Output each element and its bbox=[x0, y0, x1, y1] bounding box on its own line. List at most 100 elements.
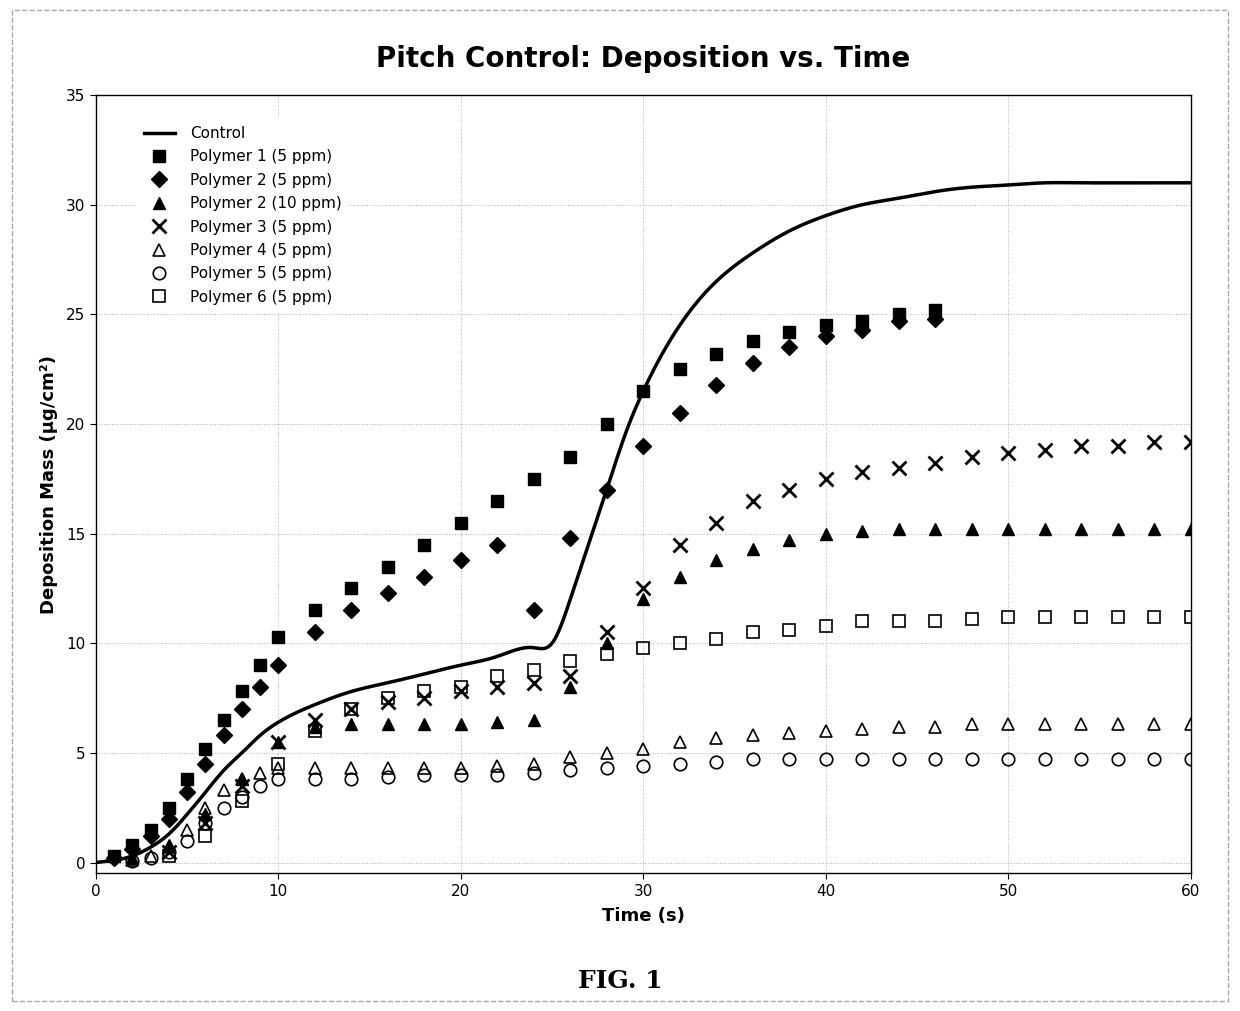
Polymer 5 (5 ppm) bbox=[818, 753, 833, 765]
Polymer 3 (5 ppm) bbox=[234, 779, 249, 792]
Polymer 2 (10 ppm) bbox=[563, 681, 578, 694]
Polymer 5 (5 ppm) bbox=[216, 802, 231, 814]
Polymer 1 (5 ppm) bbox=[143, 824, 157, 836]
Polymer 6 (5 ppm) bbox=[781, 624, 796, 636]
Polymer 4 (5 ppm) bbox=[563, 751, 578, 763]
Polymer 3 (5 ppm) bbox=[709, 517, 724, 529]
Polymer 3 (5 ppm) bbox=[636, 582, 651, 594]
Polymer 4 (5 ppm) bbox=[1037, 719, 1052, 731]
Polymer 5 (5 ppm) bbox=[1001, 753, 1016, 765]
Polymer 5 (5 ppm) bbox=[563, 764, 578, 776]
Polymer 2 (10 ppm) bbox=[161, 839, 176, 851]
Polymer 5 (5 ppm) bbox=[143, 852, 157, 864]
Polymer 6 (5 ppm) bbox=[1110, 611, 1125, 623]
Polymer 4 (5 ppm) bbox=[270, 762, 285, 774]
Polymer 2 (5 ppm) bbox=[253, 681, 268, 694]
Polymer 6 (5 ppm) bbox=[709, 633, 724, 645]
Polymer 6 (5 ppm) bbox=[454, 681, 469, 694]
Polymer 2 (10 ppm) bbox=[1183, 523, 1198, 535]
Polymer 4 (5 ppm) bbox=[965, 719, 980, 731]
Polymer 2 (10 ppm) bbox=[234, 773, 249, 786]
Polymer 3 (5 ppm) bbox=[417, 692, 432, 704]
Polymer 6 (5 ppm) bbox=[563, 655, 578, 667]
Control bbox=[681, 307, 696, 319]
Polymer 1 (5 ppm) bbox=[417, 539, 432, 551]
Polymer 2 (5 ppm) bbox=[526, 605, 541, 617]
Control bbox=[609, 456, 624, 468]
Line: Polymer 2 (10 ppm): Polymer 2 (10 ppm) bbox=[126, 524, 1197, 863]
Polymer 4 (5 ppm) bbox=[1110, 719, 1125, 731]
Control bbox=[615, 436, 630, 448]
Polymer 2 (10 ppm) bbox=[270, 736, 285, 748]
Polymer 2 (5 ppm) bbox=[745, 357, 760, 369]
Polymer 4 (5 ppm) bbox=[216, 785, 231, 797]
Polymer 4 (5 ppm) bbox=[1147, 719, 1162, 731]
Polymer 3 (5 ppm) bbox=[818, 473, 833, 485]
Control bbox=[1159, 177, 1174, 189]
Polymer 1 (5 ppm) bbox=[745, 335, 760, 347]
Polymer 2 (5 ppm) bbox=[563, 532, 578, 544]
Polymer 2 (10 ppm) bbox=[892, 523, 906, 535]
Polymer 6 (5 ppm) bbox=[854, 616, 869, 628]
Polymer 3 (5 ppm) bbox=[1147, 436, 1162, 448]
Polymer 3 (5 ppm) bbox=[1037, 444, 1052, 456]
Polymer 2 (10 ppm) bbox=[454, 719, 469, 731]
Polymer 5 (5 ppm) bbox=[854, 753, 869, 765]
Polymer 5 (5 ppm) bbox=[965, 753, 980, 765]
Polymer 2 (5 ppm) bbox=[417, 571, 432, 583]
Polymer 3 (5 ppm) bbox=[965, 451, 980, 463]
Polymer 6 (5 ppm) bbox=[892, 616, 906, 628]
Line: Polymer 4 (5 ppm): Polymer 4 (5 ppm) bbox=[126, 718, 1197, 866]
Polymer 6 (5 ppm) bbox=[818, 620, 833, 632]
Polymer 1 (5 ppm) bbox=[526, 473, 541, 485]
Polymer 1 (5 ppm) bbox=[125, 839, 140, 851]
Polymer 1 (5 ppm) bbox=[161, 802, 176, 814]
Polymer 6 (5 ppm) bbox=[234, 795, 249, 807]
Polymer 6 (5 ppm) bbox=[381, 692, 396, 704]
Polymer 3 (5 ppm) bbox=[343, 703, 358, 715]
Polymer 2 (10 ppm) bbox=[818, 528, 833, 540]
Polymer 2 (5 ppm) bbox=[125, 843, 140, 855]
Polymer 3 (5 ppm) bbox=[781, 483, 796, 495]
Polymer 5 (5 ppm) bbox=[234, 791, 249, 803]
Polymer 2 (10 ppm) bbox=[417, 719, 432, 731]
Line: Polymer 6 (5 ppm): Polymer 6 (5 ppm) bbox=[162, 611, 1197, 862]
Polymer 4 (5 ppm) bbox=[417, 762, 432, 774]
Polymer 2 (5 ppm) bbox=[672, 407, 687, 420]
Polymer 5 (5 ppm) bbox=[928, 753, 942, 765]
Polymer 5 (5 ppm) bbox=[526, 766, 541, 778]
Polymer 3 (5 ppm) bbox=[854, 466, 869, 478]
Polymer 5 (5 ppm) bbox=[745, 753, 760, 765]
Polymer 3 (5 ppm) bbox=[161, 845, 176, 857]
Polymer 2 (5 ppm) bbox=[381, 586, 396, 599]
Polymer 1 (5 ppm) bbox=[343, 582, 358, 594]
Polymer 4 (5 ppm) bbox=[490, 760, 505, 772]
Polymer 2 (10 ppm) bbox=[490, 716, 505, 728]
Polymer 3 (5 ppm) bbox=[1074, 440, 1089, 452]
Polymer 6 (5 ppm) bbox=[965, 613, 980, 625]
Polymer 6 (5 ppm) bbox=[1037, 611, 1052, 623]
Polymer 5 (5 ppm) bbox=[1147, 753, 1162, 765]
Polymer 6 (5 ppm) bbox=[928, 616, 942, 628]
Polymer 4 (5 ppm) bbox=[234, 773, 249, 786]
Polymer 5 (5 ppm) bbox=[381, 771, 396, 784]
Polymer 2 (5 ppm) bbox=[143, 830, 157, 842]
Polymer 6 (5 ppm) bbox=[636, 642, 651, 654]
Polymer 5 (5 ppm) bbox=[1037, 753, 1052, 765]
Polymer 5 (5 ppm) bbox=[454, 768, 469, 780]
Polymer 4 (5 ppm) bbox=[1183, 719, 1198, 731]
Line: Polymer 2 (5 ppm): Polymer 2 (5 ppm) bbox=[109, 313, 941, 863]
Polymer 4 (5 ppm) bbox=[854, 723, 869, 735]
Polymer 5 (5 ppm) bbox=[308, 773, 322, 786]
Polymer 6 (5 ppm) bbox=[343, 703, 358, 715]
Polymer 1 (5 ppm) bbox=[381, 560, 396, 572]
Polymer 4 (5 ppm) bbox=[125, 854, 140, 866]
Polymer 4 (5 ppm) bbox=[526, 758, 541, 770]
Polymer 1 (5 ppm) bbox=[270, 631, 285, 643]
Polymer 6 (5 ppm) bbox=[1147, 611, 1162, 623]
Polymer 4 (5 ppm) bbox=[636, 742, 651, 754]
Polymer 2 (10 ppm) bbox=[1001, 523, 1016, 535]
Polymer 2 (10 ppm) bbox=[308, 721, 322, 733]
Polymer 4 (5 ppm) bbox=[1074, 719, 1089, 731]
Polymer 2 (5 ppm) bbox=[216, 729, 231, 741]
